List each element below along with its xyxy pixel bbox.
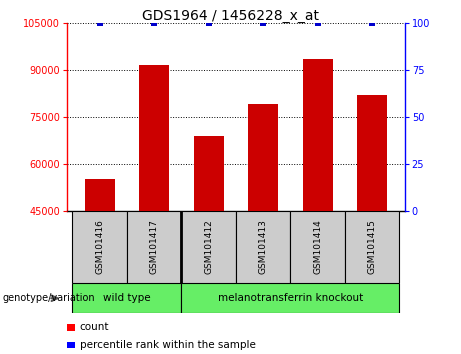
Bar [248, 104, 278, 211]
Text: GSM101413: GSM101413 [259, 219, 267, 274]
Text: count: count [80, 322, 109, 332]
Bar [345, 211, 399, 283]
Text: GSM101416: GSM101416 [95, 219, 104, 274]
Text: percentile rank within the sample: percentile rank within the sample [80, 340, 256, 350]
Bar [357, 95, 387, 211]
Bar [290, 211, 345, 283]
Bar [194, 136, 224, 211]
Text: GSM101414: GSM101414 [313, 219, 322, 274]
Text: GDS1964 / 1456228_x_at: GDS1964 / 1456228_x_at [142, 9, 319, 23]
Bar [72, 283, 181, 313]
Bar [236, 211, 290, 283]
Bar [181, 283, 399, 313]
Text: wild type: wild type [103, 293, 151, 303]
Text: GSM101412: GSM101412 [204, 219, 213, 274]
Text: melanotransferrin knockout: melanotransferrin knockout [218, 293, 363, 303]
Text: GSM101417: GSM101417 [149, 219, 159, 274]
Bar [72, 211, 127, 283]
Bar [181, 211, 236, 283]
Bar [139, 65, 169, 211]
Bar [127, 211, 181, 283]
Text: genotype/variation: genotype/variation [2, 293, 95, 303]
Bar [84, 179, 114, 211]
Bar [302, 59, 332, 211]
Text: GSM101415: GSM101415 [367, 219, 377, 274]
